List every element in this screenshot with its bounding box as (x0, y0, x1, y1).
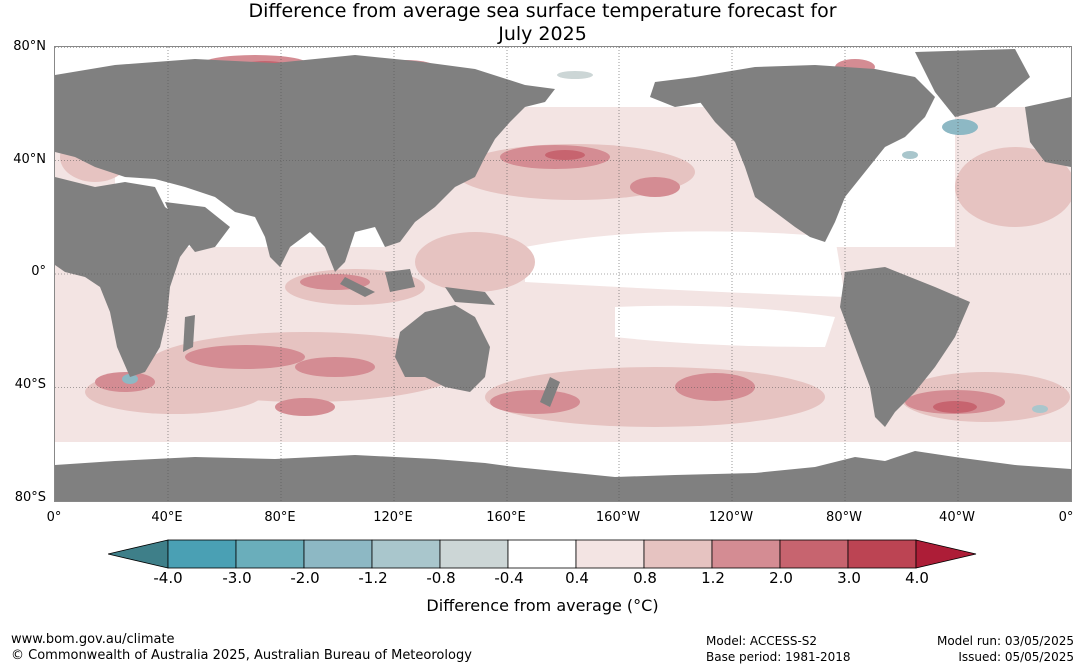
colorbar-extend-low (108, 539, 169, 569)
colorbar-segment (575, 539, 645, 569)
land-eurasia (55, 55, 555, 272)
land-north-america (695, 65, 935, 242)
land-borneo (385, 269, 415, 292)
land-greenland (915, 49, 1030, 117)
colorbar-segment (167, 539, 237, 569)
colorbar-segment (303, 539, 373, 569)
lon-label-160e: 160°E (486, 510, 526, 525)
map-canvas (55, 47, 1071, 501)
lat-label-80s: 80°S (14, 490, 46, 505)
footer-base-period: Base period: 1981-2018 (706, 650, 851, 664)
lon-label-80e: 80°E (264, 510, 296, 525)
colorbar-tick: -3.0 (222, 569, 252, 587)
footer-copyright: © Commonwealth of Australia 2025, Austra… (11, 648, 472, 663)
lon-label-120e: 120°E (373, 510, 413, 525)
land-new-zealand (540, 377, 560, 407)
lon-label-40e: 40°E (151, 510, 183, 525)
lon-label-160w: 160°W (595, 510, 641, 525)
map-title: Difference from average sea surface temp… (0, 0, 1085, 46)
colorbar-label: Difference from average (°C) (426, 596, 659, 615)
lat-label-40s: 40°S (14, 377, 46, 392)
colorbar-extend-high (915, 539, 977, 569)
land-arabia (165, 202, 230, 252)
lon-label-80w: 80°W (826, 510, 862, 525)
lon-label-40w: 40°W (939, 510, 975, 525)
footer-issued: Issued: 05/05/2025 (958, 650, 1074, 664)
colorbar-segment (779, 539, 849, 569)
lon-label-120w: 120°W (708, 510, 754, 525)
map-title-line-1: Difference from average sea surface temp… (248, 0, 837, 22)
land-south-america (840, 267, 970, 427)
land-madagascar (183, 315, 195, 352)
colorbar-tick: 1.2 (701, 569, 725, 587)
colorbar-segment (235, 539, 305, 569)
colorbar-segment (711, 539, 781, 569)
map-title-line-2: July 2025 (498, 23, 587, 45)
colorbar-segment (371, 539, 441, 569)
land-europe (1025, 97, 1071, 167)
footer-model: Model: ACCESS-S2 (706, 634, 818, 648)
footer-url[interactable]: www.bom.gov.au/climate (11, 632, 175, 647)
lat-label-equator: 0° (31, 264, 46, 279)
land-new-guinea (445, 287, 495, 305)
colorbar-tick: -1.2 (358, 569, 388, 587)
colorbar-tick: -2.0 (290, 569, 320, 587)
colorbar-tick: 0.4 (565, 569, 589, 587)
colorbar-tick: 2.0 (769, 569, 793, 587)
sst-anomaly-map (54, 46, 1072, 502)
colorbar-segment (507, 539, 577, 569)
colorbar-segment (847, 539, 917, 569)
land-antarctica (55, 451, 1071, 501)
lon-label-0: 0° (46, 510, 62, 525)
colorbar-tick: 4.0 (905, 569, 929, 587)
colorbar-tick: -0.8 (426, 569, 456, 587)
colorbar-segment (439, 539, 509, 569)
colorbar (108, 539, 977, 569)
land-japan (455, 147, 475, 177)
colorbar-tick: -0.4 (494, 569, 524, 587)
colorbar-tick: 0.8 (633, 569, 657, 587)
footer-model-run: Model run: 03/05/2025 (936, 634, 1074, 648)
land-africa (55, 177, 195, 377)
colorbar-tick: -4.0 (153, 569, 183, 587)
lat-label-80n: 80°N (13, 39, 46, 54)
graticule (55, 47, 1071, 501)
colorbar-segment (643, 539, 713, 569)
land-australia (395, 305, 490, 392)
lon-label-360: 0° (1058, 510, 1074, 525)
colorbar-segments (108, 539, 977, 569)
land-sumatra (340, 277, 375, 297)
land-alaska (650, 77, 705, 107)
colorbar-tick: 3.0 (837, 569, 861, 587)
land-masses (55, 49, 1071, 501)
lat-label-40n: 40°N (13, 152, 46, 167)
